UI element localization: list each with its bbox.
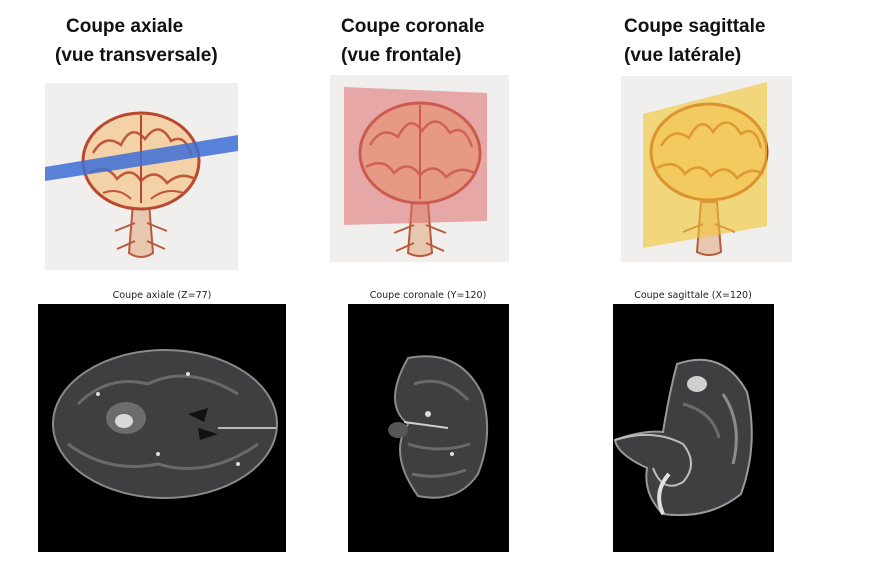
coronal-heading: Coupe coronale (vue frontale) [341,12,485,70]
coronal-plane-illustration [330,75,509,262]
axial-plane-illustration [45,83,238,270]
axial-heading-line2: (vue transversale) [55,45,218,66]
sagittal-mri-slice [613,304,774,552]
coronal-heading-line2: (vue frontale) [341,45,462,66]
coronal-mri-slice [348,304,509,552]
axial-heading: Coupe axiale (vue transversale) [55,12,218,70]
sagittal-plane-illustration [621,76,792,262]
axial-heading-line1: Coupe axiale [66,16,184,37]
axial-scan-title: Coupe axiale (Z=77) [112,290,212,301]
coronal-scan-title: Coupe coronale (Y=120) [369,290,487,301]
sagittal-scan-title: Coupe sagittale (X=120) [634,290,752,301]
coronal-heading-line1: Coupe coronale [341,16,485,37]
axial-mri-slice [38,304,286,552]
sagittal-heading-line1: Coupe sagittale [624,16,766,37]
sagittal-heading: Coupe sagittale (vue latérale) [624,12,765,70]
sagittal-heading-line2: (vue latérale) [624,45,742,66]
